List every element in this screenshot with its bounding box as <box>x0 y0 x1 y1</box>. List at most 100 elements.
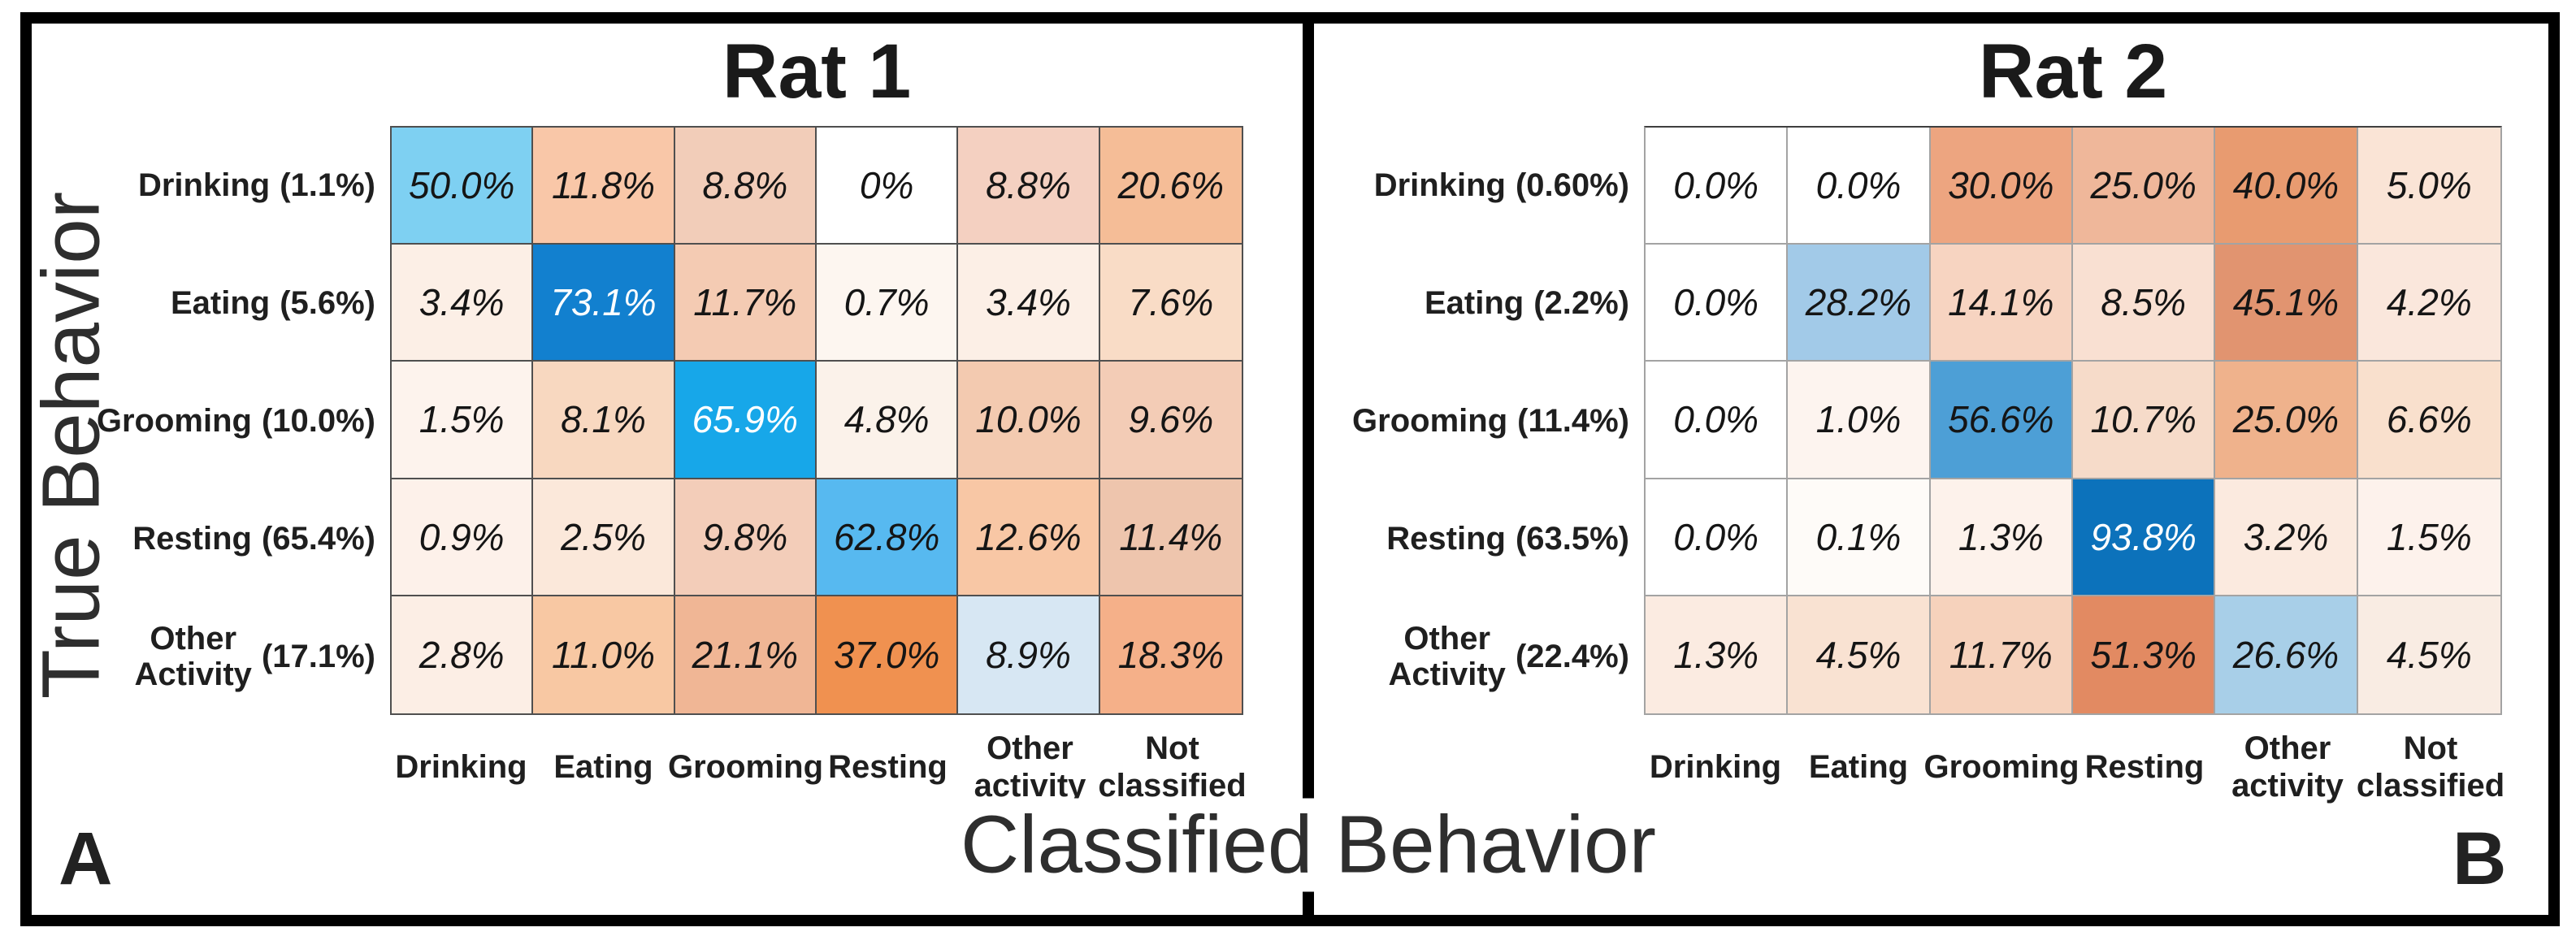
matrix-cell: 30.0% <box>1930 128 2073 245</box>
matrix-cell: 7.6% <box>1099 245 1242 362</box>
matrix-cell: 0.9% <box>392 479 534 596</box>
matrix-cell: 25.0% <box>2215 362 2358 479</box>
matrix-cell: 45.1% <box>2215 245 2358 362</box>
matrix-cell: 11.7% <box>674 245 817 362</box>
matrix-cell: 8.1% <box>533 362 675 479</box>
row-label-percent: (10.0%) <box>261 402 375 439</box>
column-label: Not classified <box>1098 730 1247 804</box>
matrix-cell: 56.6% <box>1930 362 2073 479</box>
confusion-matrix-rat2: 0.0% 0.0% 30.0% 25.0% 40.0% 5.0% 0.0% 28.2% 14.1… <box>1644 126 2502 715</box>
matrix-cell: 1.3% <box>1930 479 2073 596</box>
matrix-cell: 3.2% <box>2215 479 2358 596</box>
row-label-percent: (11.4%) <box>1517 402 1629 439</box>
row-label-percent: (17.1%) <box>261 638 375 674</box>
row-label-name: Resting <box>132 520 252 557</box>
row-label: Grooming (10.0%) <box>97 362 375 479</box>
matrix-cell: 0.0% <box>1646 479 1789 596</box>
matrix-cell: 12.6% <box>958 479 1100 596</box>
row-label-name: Drinking <box>1373 167 1506 203</box>
row-label-name: Drinking <box>137 167 271 203</box>
row-label-name: Eating <box>1424 284 1524 321</box>
row-label-percent: (63.5%) <box>1515 520 1629 557</box>
row-label: Eating (5.6%) <box>122 244 375 362</box>
matrix-cell: 25.0% <box>2072 128 2216 245</box>
matrix-cell: 62.8% <box>816 479 959 596</box>
matrix-cell: 0.0% <box>1646 245 1789 362</box>
matrix-cell: 0% <box>816 128 959 245</box>
column-label: Resting <box>2084 749 2205 785</box>
row-label: Other Activity (22.4%) <box>1341 597 1629 715</box>
panel-letter-b: B <box>2452 817 2507 900</box>
matrix-cell: 5.0% <box>2357 128 2500 245</box>
row-label-name: Other Activity <box>134 620 252 692</box>
column-label: Not classified <box>2356 730 2505 804</box>
matrix-cell: 51.3% <box>2072 596 2216 713</box>
matrix-cell: 2.5% <box>533 479 675 596</box>
matrix-cell: 65.9% <box>674 362 817 479</box>
matrix-cell: 37.0% <box>816 596 959 713</box>
matrix-cell: 4.5% <box>2357 596 2500 713</box>
panel-divider <box>1303 12 1314 926</box>
matrix-cell: 11.0% <box>533 596 675 713</box>
matrix-cell: 3.4% <box>958 245 1100 362</box>
column-label: Drinking <box>1649 749 1782 785</box>
matrix-cell: 21.1% <box>674 596 817 713</box>
x-axis-label: Classified Behavior <box>946 798 1671 892</box>
matrix-cell: 18.3% <box>1099 596 1242 713</box>
matrix-cell: 8.8% <box>958 128 1100 245</box>
row-label-percent: (2.2%) <box>1533 284 1629 321</box>
column-label: Drinking <box>395 749 527 785</box>
matrix-cell: 14.1% <box>1930 245 2073 362</box>
row-label-name: Resting <box>1386 520 1506 557</box>
matrix-cell: 26.6% <box>2215 596 2358 713</box>
row-label-percent: (22.4%) <box>1515 638 1629 674</box>
matrix-cell: 0.1% <box>1788 479 1931 596</box>
matrix-cell: 3.4% <box>392 245 534 362</box>
row-label: Grooming (11.4%) <box>1341 362 1629 479</box>
row-label-percent: (1.1%) <box>280 167 375 203</box>
matrix-cell: 11.8% <box>533 128 675 245</box>
matrix-cell: 0.0% <box>1646 128 1789 245</box>
matrix-cell: 4.2% <box>2357 245 2500 362</box>
matrix-cell: 1.5% <box>2357 479 2500 596</box>
row-label: Resting (65.4%) <box>122 479 375 597</box>
matrix-cell: 11.4% <box>1099 479 1242 596</box>
row-label-name: Eating <box>170 284 271 321</box>
matrix-cell: 93.8% <box>2072 479 2216 596</box>
matrix-cell: 28.2% <box>1788 245 1931 362</box>
column-label: Eating <box>1808 749 1909 785</box>
matrix-cell: 2.8% <box>392 596 534 713</box>
matrix-cell: 1.5% <box>392 362 534 479</box>
y-axis-label: True Behavior <box>25 191 117 700</box>
row-label-name: Grooming <box>96 402 252 439</box>
panel-letter-a: A <box>59 817 113 900</box>
matrix-cell: 40.0% <box>2215 128 2358 245</box>
row-label: Eating (2.2%) <box>1341 244 1629 362</box>
column-label: Grooming <box>667 749 824 785</box>
matrix-cell: 10.0% <box>958 362 1100 479</box>
matrix-cell: 10.7% <box>2072 362 2216 479</box>
row-label-name: Other Activity <box>1388 620 1506 692</box>
row-label-percent: (65.4%) <box>261 520 375 557</box>
confusion-matrix-rat1: 50.0% 11.8% 8.8% 0% 8.8% 20.6% 3.4% 73.1% 11.7% 0… <box>390 126 1243 715</box>
matrix-cell: 4.8% <box>816 362 959 479</box>
matrix-cell: 11.7% <box>1930 596 2073 713</box>
row-label: Drinking (0.60%) <box>1341 126 1629 244</box>
matrix-cell: 9.6% <box>1099 362 1242 479</box>
column-label: Other activity <box>974 730 1086 804</box>
matrix-cell: 0.7% <box>816 245 959 362</box>
matrix-cell: 8.8% <box>674 128 817 245</box>
panel-a-title: Rat 1 <box>722 28 912 115</box>
panel-b-title: Rat 2 <box>1978 28 2168 115</box>
row-label: Other Activity (17.1%) <box>122 597 375 715</box>
row-label-name: Grooming <box>1352 402 1508 439</box>
row-label: Drinking (1.1%) <box>122 126 375 244</box>
row-label: Resting (63.5%) <box>1341 479 1629 597</box>
matrix-cell: 0.0% <box>1646 362 1789 479</box>
column-label: Grooming <box>1923 749 2079 785</box>
matrix-cell: 20.6% <box>1099 128 1242 245</box>
matrix-cell: 1.0% <box>1788 362 1931 479</box>
matrix-cell: 73.1% <box>533 245 675 362</box>
matrix-cell: 1.3% <box>1646 596 1789 713</box>
column-label: Resting <box>828 749 948 785</box>
